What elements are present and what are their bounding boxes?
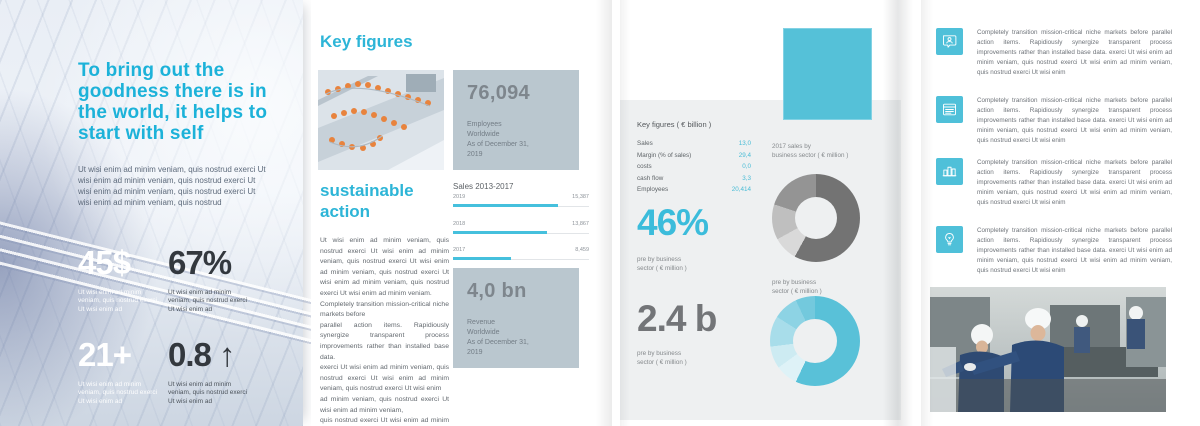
row-value: 0,0 xyxy=(742,163,751,170)
sales-bar-row-2017: 2017 8,459 xyxy=(453,247,589,260)
bar-track xyxy=(453,204,589,207)
table-row: Employees 20,414 xyxy=(637,186,751,193)
bar-value-label: 8,459 xyxy=(575,247,589,253)
page-data-figures: Key figures ( € billion ) Sales 13,0 Mar… xyxy=(620,0,913,426)
body-text: Ut wisi enim ad minim veniam, quis nostr… xyxy=(320,237,449,425)
row-label: Employees xyxy=(637,186,669,193)
row-label: Margin (% of sales) xyxy=(637,151,692,159)
key-figures-title: Key figures xyxy=(320,32,413,51)
table-row: Sales 13,0 xyxy=(637,140,751,147)
page-cover: To bring out the goodness there is in th… xyxy=(0,0,341,426)
cover-intro-text: Ut wisi enim ad minim veniam, quis nostr… xyxy=(78,165,266,207)
row-value: 29,4 xyxy=(738,151,751,159)
employees-stat-box: 76,094 Employees Worldwide As of Decembe… xyxy=(453,70,579,170)
factory-workers-photo xyxy=(930,287,1166,412)
table-row: Margin (% of sales) 29,4 xyxy=(637,152,751,159)
feature-text: Completely transition mission-critical n… xyxy=(977,159,1172,206)
page-fold-shadow xyxy=(596,0,612,426)
sales-bar-row-2019: 2019 15,387 xyxy=(453,194,589,207)
bar-track xyxy=(453,257,589,260)
bar-value-label: 13,867 xyxy=(572,221,589,227)
stat-value: 67% xyxy=(168,244,232,281)
figures-table-header: Key figures ( € billion ) xyxy=(637,120,712,129)
stat-46-percent: 46% xyxy=(637,202,709,243)
table-row: costs 0,0 xyxy=(637,163,751,170)
person-chat-icon xyxy=(936,28,963,55)
cyan-accent-square xyxy=(783,28,872,120)
browser-window-icon xyxy=(936,96,963,123)
lightbulb-icon xyxy=(936,226,963,253)
sales-chart-title: Sales 2013-2017 xyxy=(453,182,514,191)
factory-interior-photo xyxy=(0,0,341,426)
donut-sales-caption: 2017 sales by business sector ( € millio… xyxy=(772,143,849,159)
stat-08: 0.8 ↑ Ut wisi enim ad minim veniam, quis… xyxy=(168,336,290,406)
row-label: costs xyxy=(637,163,652,170)
sustainable-action-title: sustainable action xyxy=(320,181,414,221)
sales-bar-row-2018: 2018 13,867 xyxy=(453,221,589,234)
feature-text: Completely transition mission-critical n… xyxy=(977,29,1172,76)
bar-value-label: 15,387 xyxy=(572,194,589,200)
stat-value: 45$ xyxy=(78,244,131,281)
stat-67: 67% Ut wisi enim ad minim veniam, quis n… xyxy=(168,244,290,314)
row-label: cash flow xyxy=(637,174,664,182)
stat-caption: Ut wisi enim ad minim veniam, quis nostr… xyxy=(78,380,158,405)
figures-table: Sales 13,0 Margin (% of sales) 29,4 cost… xyxy=(637,140,751,198)
bar-year-label: 2017 xyxy=(453,247,466,253)
gray-background-card xyxy=(620,100,901,420)
production-line-photo xyxy=(318,70,444,170)
donut-chart-pre-by-sector xyxy=(770,296,860,386)
row-value: 3,3 xyxy=(742,174,751,182)
table-row: cash flow 3,3 xyxy=(637,175,751,182)
row-label: Sales xyxy=(637,140,653,147)
stat-21: 21+ Ut wisi enim ad minim veniam, quis n… xyxy=(78,336,168,406)
bar-year-label: 2018 xyxy=(453,221,466,227)
bar-fill xyxy=(453,204,558,207)
bar-fill xyxy=(453,257,511,260)
feature-item: Completely transition mission-critical n… xyxy=(936,28,1172,78)
stat-45: 45$ Ut wisi enim ad minim veniam, quis n… xyxy=(78,244,168,314)
stat-46-caption: pre by business sector ( € million ) xyxy=(637,256,687,272)
stat-value: 0.8 ↑ xyxy=(168,336,236,374)
cover-stats-grid: 45$ Ut wisi enim ad minim veniam, quis n… xyxy=(78,244,290,406)
stat-24b: 2.4 b xyxy=(637,298,717,339)
cover-heading: To bring out the goodness there is in th… xyxy=(78,60,268,144)
stat-caption: Ut wisi enim ad minim veniam, quis nostr… xyxy=(168,288,248,313)
feature-item: Completely transition mission-critical n… xyxy=(936,96,1172,146)
employees-value: 76,094 xyxy=(467,82,530,104)
feature-text: Completely transition mission-critical n… xyxy=(977,227,1172,274)
page-key-figures: Key figures 76,094 Employee xyxy=(311,0,612,426)
row-value: 20,414 xyxy=(731,186,751,193)
stat-value: 21+ xyxy=(78,336,132,374)
stat-caption: Ut wisi enim ad minim veniam, quis nostr… xyxy=(168,380,248,405)
row-value: 13,0 xyxy=(738,140,751,147)
employees-caption: Employees Worldwide As of December 31, 2… xyxy=(467,121,529,158)
donut-chart-2017-sales-by-sector xyxy=(772,174,860,262)
stat-caption: Ut wisi enim ad minim veniam, quis nostr… xyxy=(78,288,158,313)
bar-chart-icon xyxy=(936,158,963,185)
donut-pre-caption: pre by business sector ( € million ) xyxy=(772,279,822,295)
revenue-value: 4,0 bn xyxy=(467,280,527,302)
feature-item: Completely transition mission-critical n… xyxy=(936,226,1172,276)
bar-year-label: 2019 xyxy=(453,194,466,200)
feature-text: Completely transition mission-critical n… xyxy=(977,97,1172,144)
revenue-caption: Revenue Worldwide As of December 31, 201… xyxy=(467,319,529,356)
revenue-stat-box: 4,0 bn Revenue Worldwide As of December … xyxy=(453,268,579,368)
feature-item: Completely transition mission-critical n… xyxy=(936,158,1172,208)
bar-fill xyxy=(453,231,548,234)
stat-24b-caption: pre by business sector ( € million ) xyxy=(637,350,687,366)
page-features: Completely transition mission-critical n… xyxy=(921,0,1200,426)
bar-track xyxy=(453,231,589,234)
